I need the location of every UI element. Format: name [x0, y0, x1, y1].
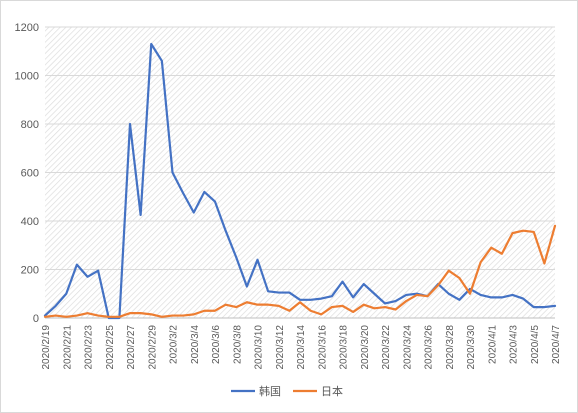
y-tick-label: 200: [21, 265, 39, 277]
x-axis-ticks: 2020/2/19 2020/2/21 2020/2/23 2020/2/25 2020…: [41, 325, 562, 370]
x-tick-label: 2020/2/23: [84, 325, 95, 370]
x-tick-label: 2020/3/24: [402, 325, 413, 370]
x-tick-label: 2020/3/30: [466, 325, 477, 370]
legend: 韩国 日本: [231, 384, 343, 398]
series-line-0: [43, 42, 557, 320]
x-tick-label: 2020/3/4: [190, 325, 201, 364]
x-tick-label: 2020/4/5: [530, 325, 541, 364]
y-tick-label: 600: [21, 168, 39, 180]
x-tick-label: 2020/3/16: [317, 325, 328, 370]
x-tick-label: 2020/3/22: [381, 325, 392, 370]
series-line-1: [43, 224, 557, 318]
y-tick-label: 0: [33, 313, 39, 325]
y-tick-label: 800: [21, 119, 39, 131]
x-tick-label: 2020/4/1: [487, 325, 498, 364]
x-tick-label: 2020/3/12: [275, 325, 286, 370]
x-tick-label: 2020/2/25: [105, 325, 116, 370]
x-tick-label: 2020/2/19: [41, 325, 52, 370]
y-tick-label: 1200: [15, 22, 39, 34]
x-tick-label: 2020/2/29: [147, 325, 158, 370]
x-tick-label: 2020/3/8: [232, 325, 243, 364]
x-tick-label: 2020/3/26: [424, 325, 435, 370]
series-lines: [43, 42, 557, 320]
y-tick-label: 1000: [15, 71, 39, 83]
x-tick-label: 2020/3/14: [296, 325, 307, 370]
x-tick-label: 2020/3/6: [211, 325, 222, 364]
y-tick-label: 400: [21, 216, 39, 228]
x-tick-label: 2020/3/18: [339, 325, 350, 370]
x-tick-label: 2020/3/20: [360, 325, 371, 370]
x-tick-label: 2020/3/28: [445, 325, 456, 370]
y-axis-ticks: 0 200 400 600 800 1000 1200: [15, 22, 39, 325]
x-tick-label: 2020/4/3: [509, 325, 520, 364]
x-tick-label: 2020/3/10: [254, 325, 265, 370]
x-tick-label: 2020/4/7: [551, 325, 562, 364]
legend-label-0: 韩国: [259, 384, 281, 398]
x-tick-label: 2020/2/27: [126, 325, 137, 370]
legend-label-1: 日本: [321, 384, 343, 398]
x-tick-label: 2020/3/2: [169, 325, 180, 364]
x-tick-label: 2020/2/21: [62, 325, 73, 370]
